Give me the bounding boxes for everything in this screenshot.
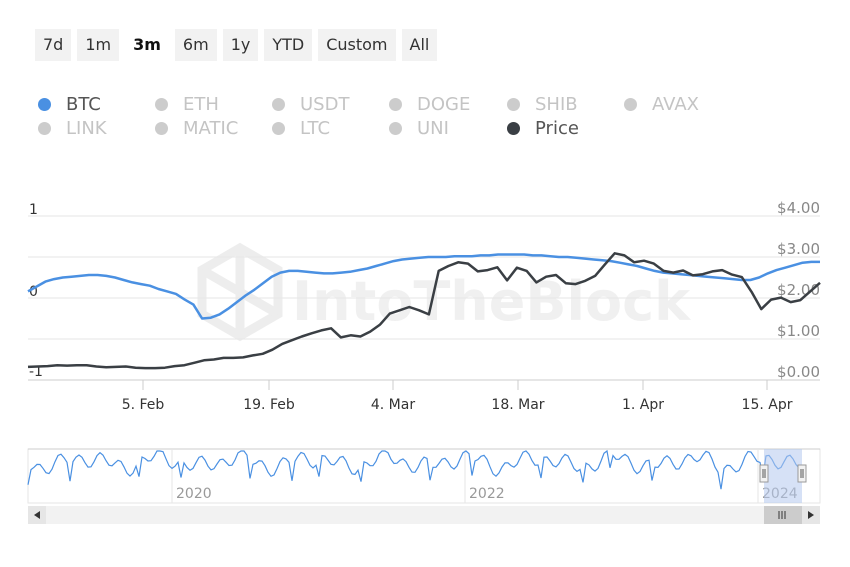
legend-label: LINK [66, 118, 107, 139]
range-button-1m[interactable]: 1m [77, 29, 120, 61]
x-tick-label: 4. Mar [371, 397, 415, 413]
navigator-selection[interactable] [764, 449, 802, 503]
legend-label: ETH [183, 94, 219, 115]
legend-item-ltc[interactable]: LTC [272, 118, 330, 139]
legend-dot-icon [389, 122, 402, 135]
legend-dot-icon [272, 98, 285, 111]
x-tick-label: 18. Mar [491, 397, 544, 413]
legend-item-uni[interactable]: UNI [389, 118, 449, 139]
legend-item-eth[interactable]: ETH [155, 94, 219, 115]
navigator[interactable]: 2020 2022 2024 [27, 448, 821, 504]
legend-dot-icon [155, 98, 168, 111]
scroll-right-button[interactable] [802, 506, 820, 524]
navigator-handle-right[interactable] [797, 464, 807, 483]
legend-item-btc[interactable]: BTC [38, 94, 101, 115]
left-tick-label: 0 [29, 284, 38, 300]
navigator-year-label: 2020 [176, 486, 212, 502]
legend-dot-icon [507, 122, 520, 135]
right-tick-label: $0.00 [777, 363, 820, 381]
range-selector: 7d 1m 3m 6m 1y YTD Custom All [35, 29, 438, 61]
left-y-axis: 1 0 -1 [29, 202, 43, 380]
right-y-axis: $4.00 $3.00 $2.00 $1.00 $0.00 [777, 199, 820, 381]
legend-item-doge[interactable]: DOGE [389, 94, 470, 115]
scrollbar-thumb[interactable] [764, 506, 802, 524]
series-line-price [27, 252, 821, 370]
range-button-ytd[interactable]: YTD [264, 29, 313, 61]
legend-label: BTC [66, 94, 101, 115]
scrollbar[interactable] [28, 506, 820, 524]
scroll-left-arrow-icon [34, 511, 40, 519]
legend-item-shib[interactable]: SHIB [507, 94, 578, 115]
legend-label: SHIB [535, 94, 578, 115]
x-tick-label: 5. Feb [122, 397, 165, 413]
legend-label: AVAX [652, 94, 699, 115]
range-button-all[interactable]: All [401, 29, 438, 61]
legend-label: LTC [300, 118, 331, 139]
left-tick-label: -1 [29, 364, 43, 380]
x-axis: 5. Feb 19. Feb 4. Mar 18. Mar 1. Apr 15. Apr [28, 379, 820, 413]
legend-label: USDT [300, 94, 350, 115]
navigator-year-label: 2024 [762, 486, 798, 502]
x-tick-label: 1. Apr [622, 397, 664, 413]
left-tick-label: 1 [29, 202, 38, 218]
navigator-year-label: 2022 [469, 486, 505, 502]
right-tick-label: $4.00 [777, 199, 820, 217]
legend-label: UNI [417, 118, 449, 139]
chart-series [27, 252, 821, 370]
legend-item-link[interactable]: LINK [38, 118, 107, 139]
navigator-year-labels: 2020 2022 2024 [176, 486, 798, 502]
watermark-text: IntoTheBlock [292, 270, 691, 333]
scroll-right-arrow-icon [808, 511, 814, 519]
legend-dot-icon [272, 122, 285, 135]
range-button-7d[interactable]: 7d [35, 29, 72, 61]
navigator-line [27, 449, 800, 490]
legend-dot-icon [38, 98, 51, 111]
legend-label: Price [535, 118, 579, 139]
right-tick-label: $2.00 [777, 281, 820, 299]
legend-dot-icon [38, 122, 51, 135]
navigator-handle-left[interactable] [759, 464, 769, 483]
range-button-custom[interactable]: Custom [318, 29, 396, 61]
legend-label: MATIC [183, 118, 239, 139]
scrollbar-track[interactable] [28, 506, 820, 524]
scrollbar-grip-icon [778, 511, 786, 519]
right-tick-label: $1.00 [777, 322, 820, 340]
legend-item-avax[interactable]: AVAX [624, 94, 699, 115]
watermark-logo-icon [197, 242, 283, 342]
x-tick-label: 19. Feb [243, 397, 295, 413]
chart-grid [28, 215, 820, 381]
scroll-left-button[interactable] [28, 506, 46, 524]
navigator-frame [27, 448, 821, 504]
navigator-dividers [171, 449, 759, 503]
legend-item-price[interactable]: Price [507, 118, 579, 139]
legend-label: DOGE [417, 94, 471, 115]
legend-dot-icon [507, 98, 520, 111]
range-button-3m[interactable]: 3m [125, 29, 169, 61]
legend-dot-icon [624, 98, 637, 111]
legend-dot-icon [155, 122, 168, 135]
legend-item-matic[interactable]: MATIC [155, 118, 238, 139]
range-button-6m[interactable]: 6m [174, 29, 217, 61]
x-tick-label: 15. Apr [742, 397, 793, 413]
watermark: IntoTheBlock [197, 242, 691, 342]
range-button-1y[interactable]: 1y [222, 29, 259, 61]
series-line-btc [27, 253, 820, 320]
right-tick-label: $3.00 [777, 240, 820, 258]
legend-item-usdt[interactable]: USDT [272, 94, 349, 115]
legend-dot-icon [389, 98, 402, 111]
